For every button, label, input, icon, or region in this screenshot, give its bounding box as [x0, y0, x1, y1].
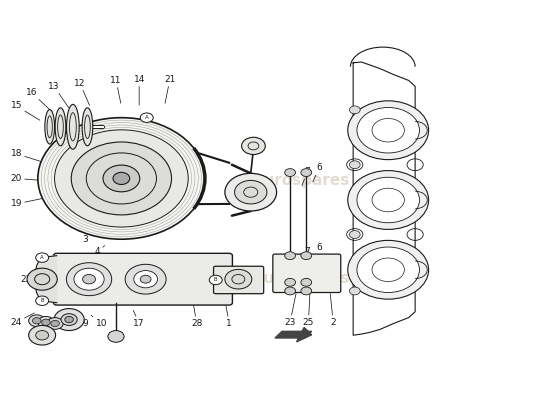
- Circle shape: [82, 274, 96, 284]
- Circle shape: [349, 106, 360, 114]
- FancyBboxPatch shape: [273, 254, 341, 292]
- Text: eurospares: eurospares: [254, 173, 350, 188]
- Circle shape: [36, 253, 48, 262]
- Text: 2: 2: [330, 294, 336, 327]
- Text: 6: 6: [311, 243, 322, 265]
- Text: 25: 25: [302, 294, 314, 327]
- Circle shape: [357, 177, 420, 223]
- Circle shape: [225, 269, 252, 289]
- Circle shape: [348, 240, 428, 299]
- Polygon shape: [34, 256, 57, 303]
- Circle shape: [54, 308, 84, 330]
- Circle shape: [301, 278, 312, 286]
- Circle shape: [349, 161, 360, 169]
- Text: 27: 27: [252, 192, 263, 200]
- Text: 26: 26: [252, 181, 263, 190]
- Circle shape: [357, 247, 420, 292]
- Text: B: B: [40, 298, 44, 303]
- Text: 22: 22: [20, 271, 43, 284]
- Text: 19: 19: [10, 197, 51, 208]
- Ellipse shape: [82, 108, 93, 146]
- Circle shape: [349, 287, 360, 295]
- Polygon shape: [353, 62, 415, 335]
- Text: 4: 4: [94, 246, 104, 256]
- Text: 6: 6: [313, 163, 322, 182]
- Circle shape: [103, 165, 140, 192]
- Polygon shape: [296, 327, 312, 342]
- Text: A: A: [40, 255, 44, 260]
- Ellipse shape: [67, 104, 79, 149]
- Text: 16: 16: [26, 88, 52, 112]
- Text: 10: 10: [91, 316, 107, 328]
- Text: A: A: [145, 115, 148, 120]
- Text: 8: 8: [109, 263, 119, 275]
- Circle shape: [140, 275, 151, 283]
- Circle shape: [47, 318, 63, 329]
- Circle shape: [301, 169, 312, 176]
- Circle shape: [235, 180, 267, 204]
- Circle shape: [113, 172, 130, 184]
- Circle shape: [357, 108, 420, 153]
- FancyBboxPatch shape: [53, 253, 233, 305]
- Text: B: B: [214, 278, 217, 282]
- Text: 3: 3: [82, 231, 97, 244]
- Circle shape: [32, 318, 41, 324]
- Circle shape: [108, 330, 124, 342]
- Text: 18: 18: [10, 149, 48, 164]
- Text: 1: 1: [226, 306, 232, 328]
- Circle shape: [125, 264, 166, 294]
- Circle shape: [38, 118, 205, 239]
- Text: eurospares: eurospares: [103, 173, 199, 188]
- Circle shape: [27, 268, 57, 290]
- Text: 9: 9: [77, 317, 88, 328]
- Circle shape: [348, 170, 428, 230]
- Text: 23: 23: [284, 294, 296, 327]
- Text: 21: 21: [164, 75, 175, 103]
- Circle shape: [65, 316, 73, 323]
- Circle shape: [225, 173, 277, 211]
- Text: 14: 14: [134, 75, 145, 105]
- FancyBboxPatch shape: [213, 266, 263, 294]
- Circle shape: [38, 316, 54, 328]
- Circle shape: [301, 287, 312, 295]
- Circle shape: [61, 314, 77, 326]
- Text: 20: 20: [10, 174, 48, 183]
- Ellipse shape: [55, 108, 66, 146]
- Circle shape: [67, 263, 112, 296]
- Circle shape: [301, 252, 312, 260]
- Text: 15: 15: [10, 102, 40, 120]
- Text: 24: 24: [10, 313, 34, 327]
- Circle shape: [285, 287, 295, 295]
- Circle shape: [74, 268, 104, 290]
- Circle shape: [349, 230, 360, 238]
- Circle shape: [285, 278, 295, 286]
- Circle shape: [140, 113, 153, 122]
- Circle shape: [285, 169, 295, 176]
- Polygon shape: [275, 331, 312, 338]
- Circle shape: [36, 296, 48, 306]
- Text: eurospares: eurospares: [103, 271, 199, 286]
- Text: 7: 7: [300, 247, 310, 266]
- Circle shape: [42, 319, 50, 326]
- Text: eurospares: eurospares: [254, 271, 350, 286]
- Circle shape: [134, 270, 157, 288]
- Text: 28: 28: [191, 306, 202, 328]
- Circle shape: [285, 252, 295, 260]
- Circle shape: [51, 320, 59, 327]
- Text: 17: 17: [133, 310, 145, 328]
- Text: 13: 13: [48, 82, 69, 108]
- Circle shape: [54, 130, 188, 227]
- Circle shape: [29, 315, 45, 327]
- Ellipse shape: [45, 110, 54, 144]
- Circle shape: [241, 137, 265, 154]
- Text: 7: 7: [302, 167, 310, 186]
- Text: 11: 11: [110, 76, 122, 103]
- Circle shape: [348, 101, 428, 160]
- Circle shape: [72, 142, 172, 215]
- Circle shape: [209, 275, 222, 285]
- Circle shape: [29, 326, 56, 345]
- Text: 12: 12: [74, 79, 90, 105]
- Circle shape: [36, 330, 48, 340]
